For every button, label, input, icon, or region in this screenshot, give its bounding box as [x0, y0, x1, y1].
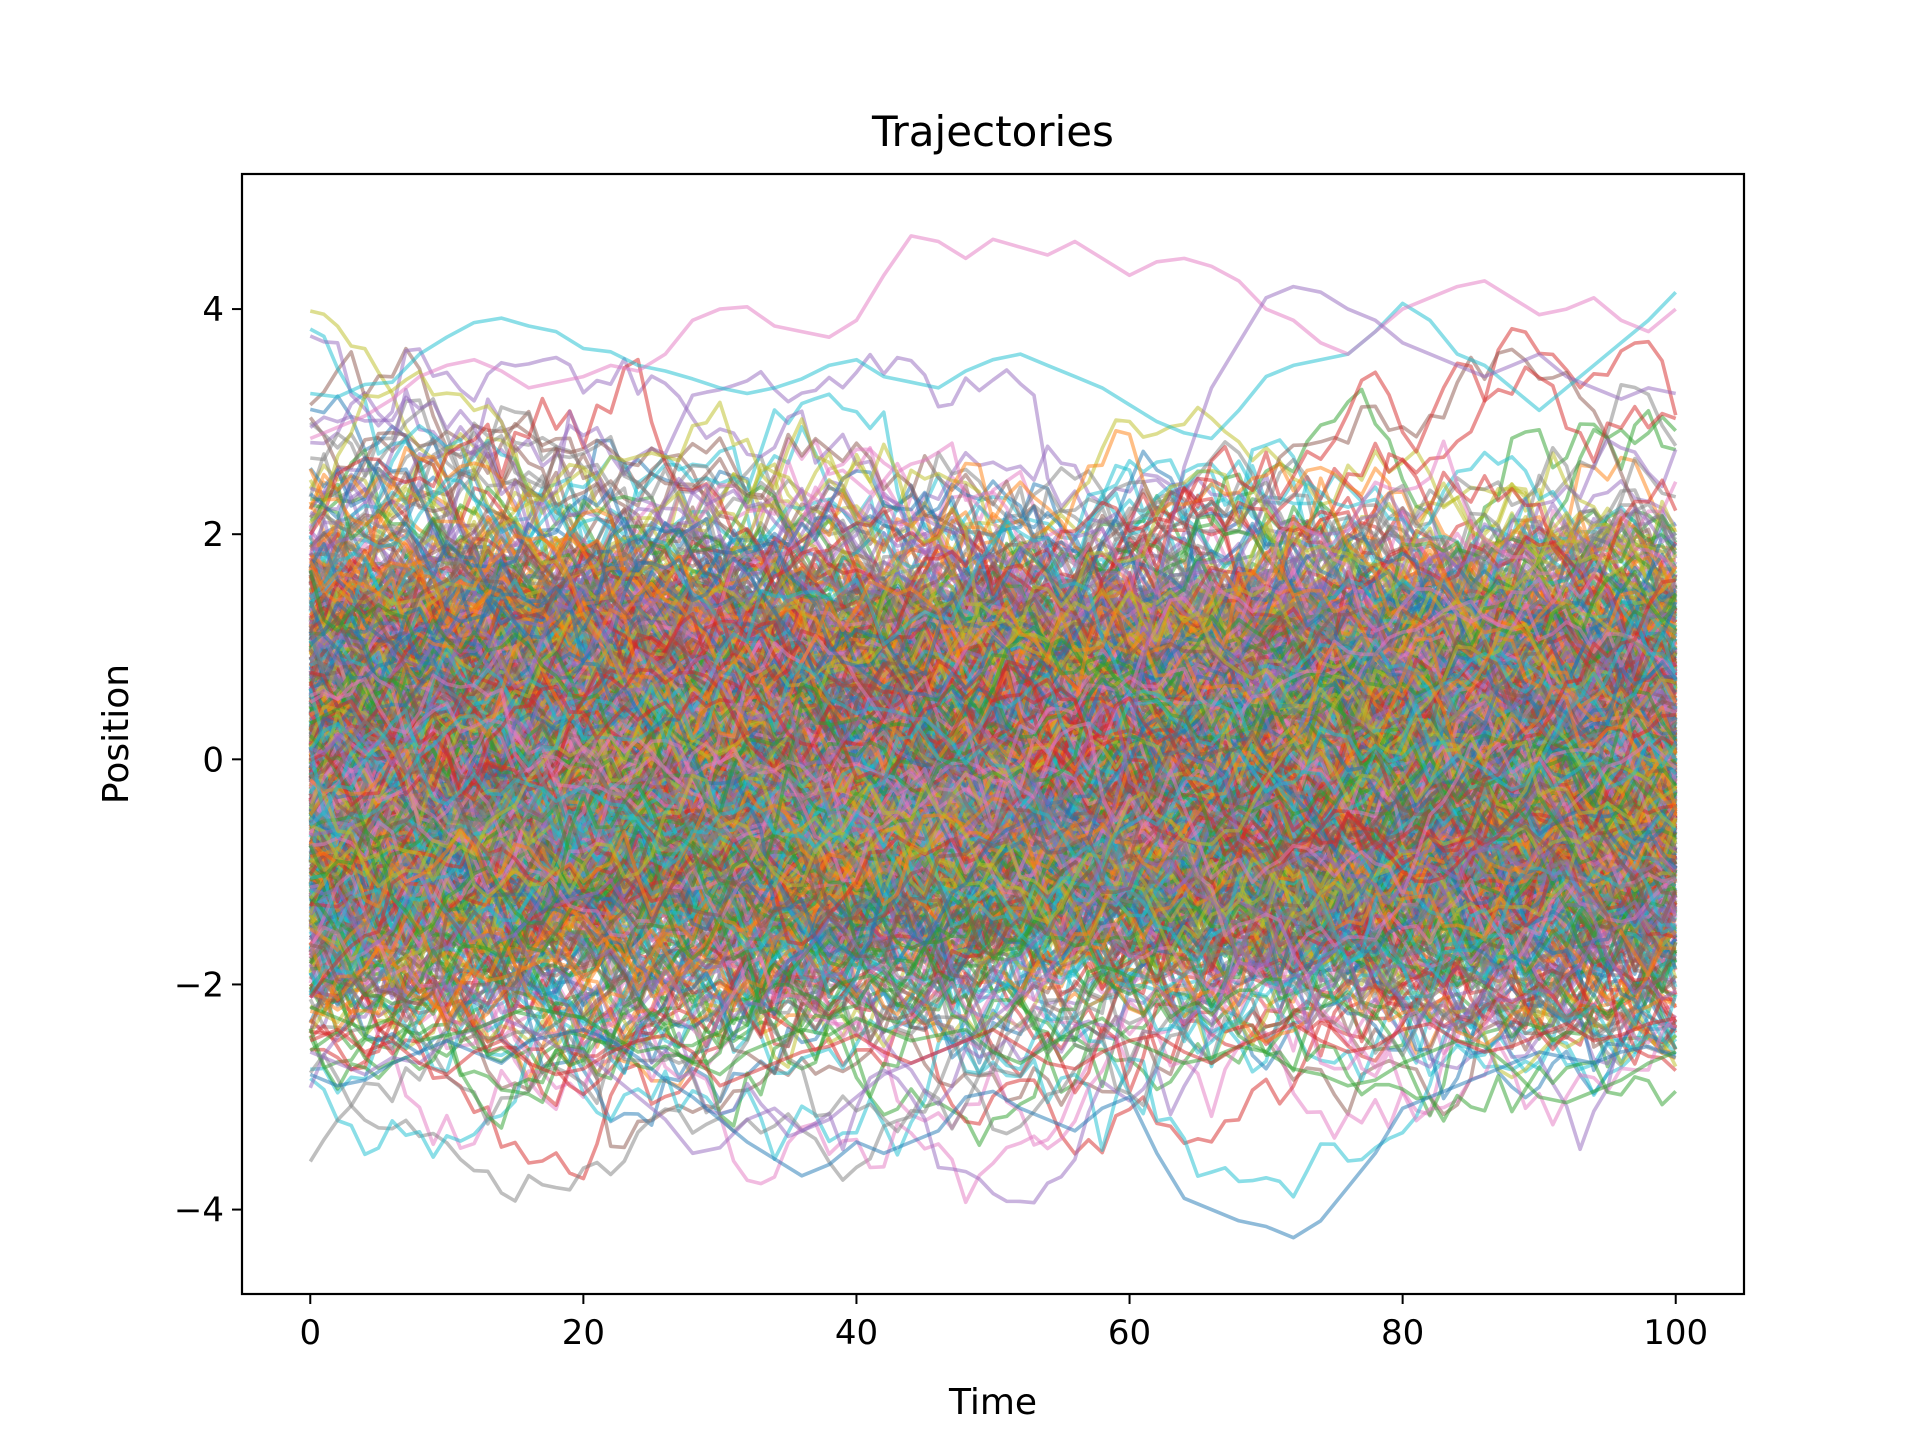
- trajectory-line: [309, 708, 1678, 1007]
- trajectory-line: [309, 857, 1678, 1030]
- y-tick-label: 4: [202, 290, 224, 330]
- trajectory-line: [310, 290, 1677, 441]
- y-axis-title: Position: [96, 664, 137, 804]
- trajectory-line: [308, 708, 1678, 870]
- trajectory-line: [308, 626, 1677, 860]
- x-tick-label: 100: [1643, 1313, 1708, 1353]
- trajectory-line: [309, 455, 1678, 896]
- plot-frame: [240, 172, 1746, 1296]
- trajectory-line: [309, 1016, 1677, 1088]
- trajectory-line: [308, 357, 1678, 696]
- trajectory-line: [308, 611, 1678, 926]
- x-tick-label: 0: [299, 1313, 321, 1353]
- trajectory-line: [309, 1027, 1677, 1240]
- trajectory-line: [308, 520, 1678, 883]
- series-layer: [308, 234, 1678, 1240]
- trajectory-line: [308, 865, 1677, 1205]
- trajectory-line: [309, 847, 1677, 1031]
- trajectory-line: [309, 284, 1677, 1156]
- x-axis: 0 20 40 60 80 100: [299, 1294, 1708, 1353]
- trajectory-line: [309, 578, 1676, 870]
- chart-title: Trajectories: [871, 107, 1114, 156]
- trajectory-line: [309, 584, 1677, 1001]
- trajectory-line: [309, 642, 1678, 917]
- x-tick-label: 80: [1381, 1313, 1424, 1353]
- trajectory-line: [309, 1005, 1677, 1105]
- y-tick-label: 2: [202, 515, 224, 555]
- trajectory-line: [308, 716, 1677, 925]
- y-tick-label: −4: [174, 1191, 224, 1231]
- trajectory-line: [308, 682, 1678, 931]
- y-tick-label: −2: [174, 965, 224, 1005]
- x-axis-title: Time: [948, 1382, 1037, 1423]
- trajectory-line: [309, 678, 1677, 906]
- x-tick-label: 40: [835, 1313, 878, 1353]
- y-axis: −4 −2 0 2 4: [174, 290, 242, 1231]
- y-tick-label: 0: [202, 740, 224, 780]
- trajectory-line: [309, 234, 1677, 441]
- trajectory-line: [308, 580, 1677, 878]
- trajectory-line: [309, 659, 1676, 900]
- x-tick-label: 20: [562, 1313, 605, 1353]
- trajectory-line: [309, 720, 1678, 991]
- trajectory-line: [308, 519, 1678, 793]
- x-tick-label: 60: [1108, 1313, 1151, 1353]
